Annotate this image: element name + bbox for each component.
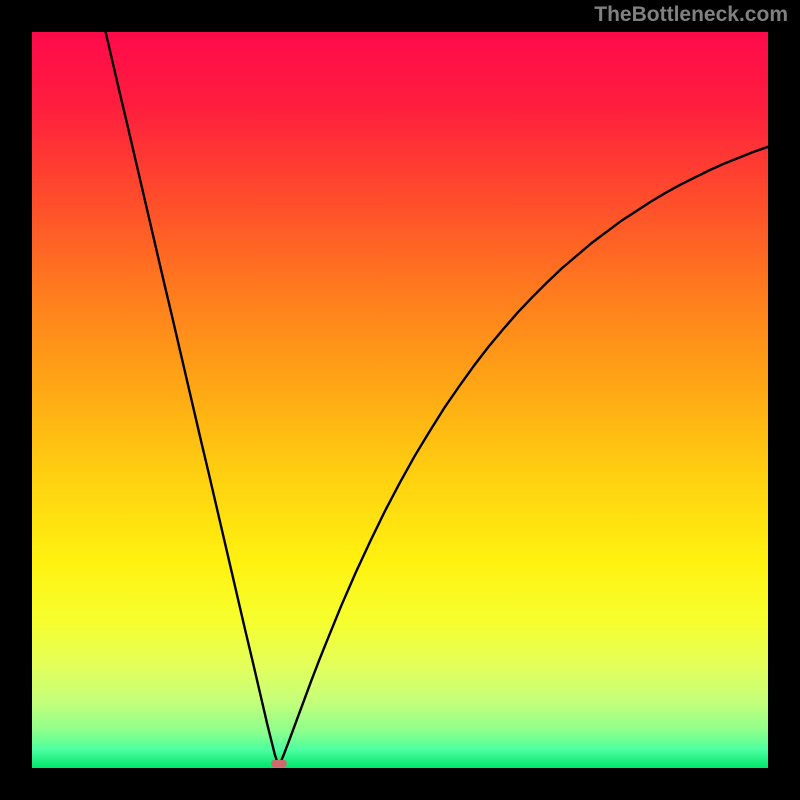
- figure-root: TheBottleneck.com: [0, 0, 800, 800]
- bottleneck-curve: [106, 32, 768, 764]
- plot-area: [32, 32, 768, 768]
- watermark-text: TheBottleneck.com: [594, 3, 788, 27]
- min-marker: [271, 760, 286, 767]
- curve-layer: [32, 32, 768, 768]
